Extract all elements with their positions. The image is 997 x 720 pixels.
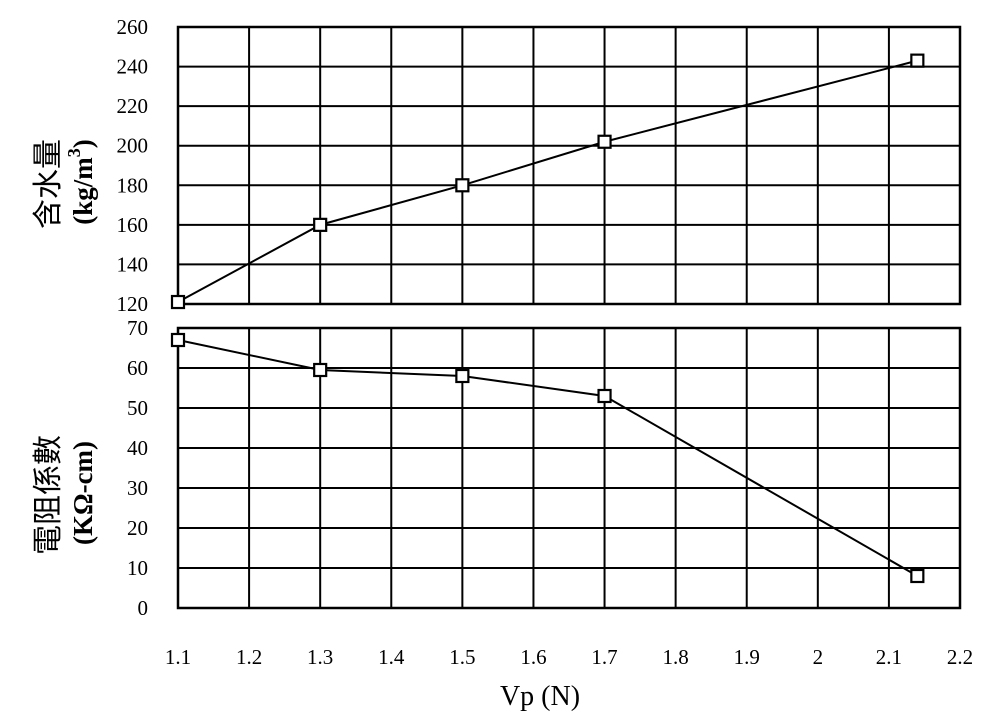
bottom-y-tick-label: 10 bbox=[127, 556, 148, 580]
bottom-y-axis-unit: (KΩ-cm) bbox=[68, 441, 98, 545]
x-tick-label: 1.1 bbox=[165, 645, 191, 669]
top-y-axis-unit: (kg/m3) bbox=[64, 139, 98, 225]
x-tick-label: 1.7 bbox=[591, 645, 617, 669]
top-plot-frame bbox=[176, 25, 962, 306]
bottom-data-point bbox=[170, 332, 186, 348]
x-tick-label: 2 bbox=[813, 645, 824, 669]
bottom-panel: 0 10 20 30 40 50 60 70 bbox=[127, 316, 962, 620]
x-tick-label: 1.8 bbox=[663, 645, 689, 669]
top-gridlines bbox=[178, 27, 960, 304]
bottom-y-tick-label: 70 bbox=[127, 316, 148, 340]
x-tick-label: 1.9 bbox=[734, 645, 760, 669]
x-tick-label: 1.5 bbox=[449, 645, 475, 669]
bottom-y-tick-label: 40 bbox=[127, 436, 148, 460]
top-y-tick-label: 220 bbox=[117, 94, 149, 118]
top-y-tick-label: 120 bbox=[117, 292, 149, 316]
bottom-y-axis-title-main: 電阻係數 bbox=[31, 435, 66, 555]
bottom-series-line bbox=[177, 339, 918, 577]
top-y-tick-label: 140 bbox=[117, 252, 149, 276]
x-tick-label: 1.2 bbox=[236, 645, 262, 669]
top-data-point bbox=[170, 294, 186, 310]
top-y-tick-label: 200 bbox=[117, 134, 149, 158]
x-tick-label: 2.1 bbox=[876, 645, 902, 669]
top-y-tick-label: 180 bbox=[117, 173, 149, 197]
top-y-tick-label: 240 bbox=[117, 55, 149, 79]
x-tick-label: 1.4 bbox=[378, 645, 405, 669]
x-axis-title: Vp (N) bbox=[500, 681, 580, 712]
bottom-y-tick-label: 30 bbox=[127, 476, 148, 500]
bottom-plot-frame bbox=[176, 326, 962, 610]
bottom-y-tick-label: 50 bbox=[127, 396, 148, 420]
bottom-y-axis-title: 電阻係數 (KΩ-cm) bbox=[31, 431, 98, 555]
bottom-data-point bbox=[455, 368, 470, 384]
bottom-gridlines bbox=[178, 328, 960, 608]
x-tick-label: 2.2 bbox=[947, 645, 973, 669]
bottom-y-tick-label: 60 bbox=[127, 356, 148, 380]
bottom-y-tick-label: 20 bbox=[127, 516, 148, 540]
top-panel: 120 140 160 180 200 220 240 260 bbox=[117, 15, 962, 316]
top-y-tick-label: 160 bbox=[117, 213, 149, 237]
top-series-line bbox=[177, 59, 918, 303]
bottom-data-point bbox=[910, 568, 925, 584]
top-data-point bbox=[910, 53, 925, 68]
bottom-y-tick-label: 0 bbox=[138, 596, 149, 620]
top-data-point bbox=[313, 217, 328, 232]
top-y-axis-title-main: 含水量 bbox=[31, 139, 66, 229]
x-tick-label: 1.6 bbox=[520, 645, 546, 669]
x-tick-label: 1.3 bbox=[307, 645, 333, 669]
top-y-tick-label: 260 bbox=[117, 15, 149, 39]
bottom-data-point bbox=[597, 388, 612, 404]
bottom-data-point bbox=[313, 362, 328, 378]
top-y-axis-title: 含水量 (kg/m3) bbox=[31, 135, 98, 229]
top-data-point bbox=[455, 178, 470, 193]
top-y-axis-unit-sup: 3 bbox=[64, 148, 84, 157]
top-data-point bbox=[597, 134, 612, 149]
